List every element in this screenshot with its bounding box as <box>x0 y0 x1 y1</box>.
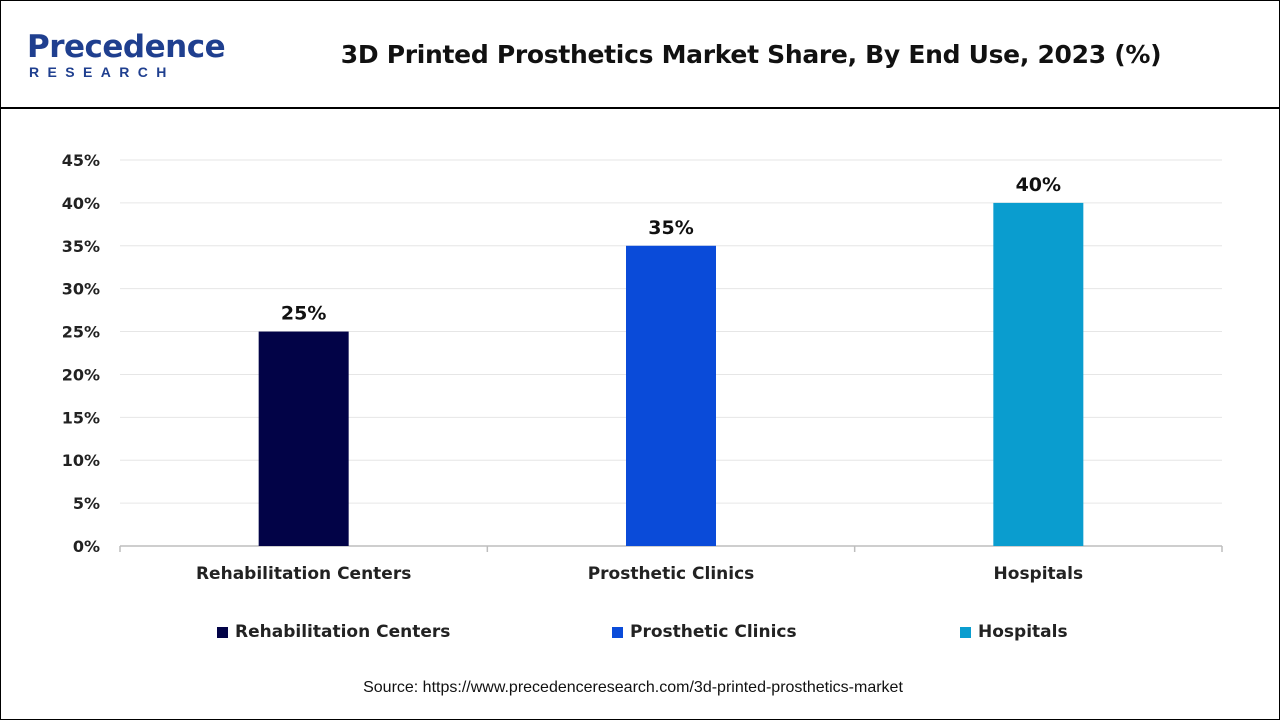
legend-label: Prosthetic Clinics <box>630 622 797 642</box>
data-label: 40% <box>1016 174 1061 196</box>
y-tick-label: 20% <box>62 365 100 384</box>
bar-hospitals <box>993 202 1084 546</box>
legend-item-hospitals: Hospitals <box>960 620 1068 644</box>
x-category-label: Prosthetic Clinics <box>588 564 755 584</box>
y-tick-label: 0% <box>73 537 100 556</box>
y-tick-label: 40% <box>62 194 100 213</box>
y-tick-label: 45% <box>62 151 100 170</box>
data-label: 35% <box>648 217 693 239</box>
bar-prosthetic-clinics <box>626 245 716 546</box>
y-tick-label: 25% <box>62 323 100 342</box>
data-label: 25% <box>281 303 326 325</box>
bar-chart: 0% 5% 10% 15% 20% 25% 30% 35% 40% 45% 25% Rehabilit… <box>62 151 1223 584</box>
y-tick-label: 35% <box>62 237 100 256</box>
x-category-label: Hospitals <box>994 564 1084 584</box>
y-tick-label: 30% <box>62 280 100 299</box>
legend-item-prosthetic-clinics: Prosthetic Clinics <box>612 620 797 644</box>
brand-logo: Precedence RESEARCH <box>23 29 226 85</box>
y-tick-label: 15% <box>62 408 100 427</box>
legend-swatch <box>612 626 623 638</box>
source-note: Source: https://www.precedenceresearch.c… <box>363 679 903 696</box>
y-tick-label: 10% <box>62 451 100 470</box>
legend-swatch <box>217 626 228 638</box>
x-category-label: Rehabilitation Centers <box>196 564 411 584</box>
legend-label: Hospitals <box>978 622 1068 642</box>
header: Precedence RESEARCH 3D Printed Prostheti… <box>1 1 1279 109</box>
legend-item-rehabilitation-centers: Rehabilitation Centers <box>217 620 450 644</box>
chart-title: 3D Printed Prosthetics Market Share, By … <box>340 40 1162 69</box>
legend: Rehabilitation Centers Prosthetic Clinic… <box>0 620 1280 644</box>
legend-swatch <box>960 626 971 638</box>
y-tick-label: 5% <box>73 494 100 513</box>
legend-label: Rehabilitation Centers <box>235 622 451 642</box>
logo-subtitle: RESEARCH <box>29 64 175 80</box>
logo-wordmark: Precedence <box>27 29 226 65</box>
bar-rehabilitation-centers <box>258 331 349 546</box>
